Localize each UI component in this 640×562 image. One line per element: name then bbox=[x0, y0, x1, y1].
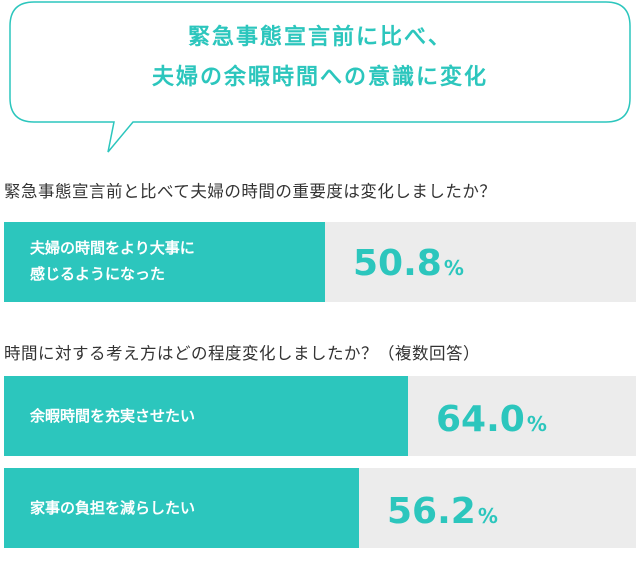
bar-row-q2-item-2: 家事の負担を減らしたい 56.2% bbox=[4, 468, 636, 548]
bar-value-q1-number: 50.8 bbox=[353, 243, 442, 284]
bar-label-q1-line-2: 感じるようになった bbox=[30, 265, 166, 283]
bar-fill-q1 bbox=[4, 222, 325, 302]
header-speech-bubble bbox=[9, 1, 631, 153]
question-1: 緊急事態宣言前と比べて夫婦の時間の重要度は変化しましたか？ bbox=[4, 182, 497, 201]
bar-row-q2-item-1: 余暇時間を充実させたい 64.0% bbox=[4, 376, 636, 456]
bar-value-q1: 50.8% bbox=[353, 246, 464, 282]
bar-value-q2-item-1-unit: % bbox=[526, 412, 547, 436]
bar-label-q1: 夫婦の時間をより大事に 感じるようになった bbox=[30, 235, 195, 287]
bar-value-q2-item-2-number: 56.2 bbox=[387, 491, 476, 532]
bar-value-q1-unit: % bbox=[443, 256, 464, 280]
bar-label-q2-item-1: 余暇時間を充実させたい bbox=[30, 407, 196, 425]
title-line-2: 夫婦の余暇時間への意識に変化 bbox=[151, 65, 488, 90]
title-line-1: 緊急事態宣言前に比べ、 bbox=[187, 25, 452, 50]
bar-fill-q2-item-2 bbox=[4, 468, 359, 548]
bar-value-q2-item-1: 64.0% bbox=[436, 402, 547, 438]
bar-label-q1-line-1: 夫婦の時間をより大事に bbox=[30, 239, 195, 257]
bar-value-q2-item-2-unit: % bbox=[477, 504, 498, 528]
bar-row-q1: 夫婦の時間をより大事に 感じるようになった 50.8% bbox=[4, 222, 636, 302]
bar-value-q2-item-2: 56.2% bbox=[387, 494, 498, 530]
bar-fill-q2-item-1 bbox=[4, 376, 408, 456]
question-2: 時間に対する考え方はどの程度変化しましたか？（複数回答） bbox=[4, 344, 480, 363]
bar-value-q2-item-1-number: 64.0 bbox=[436, 399, 525, 440]
page-title: 緊急事態宣言前に比べ、 夫婦の余暇時間への意識に変化 bbox=[30, 18, 610, 98]
bar-label-q2-item-2: 家事の負担を減らしたい bbox=[30, 499, 196, 517]
